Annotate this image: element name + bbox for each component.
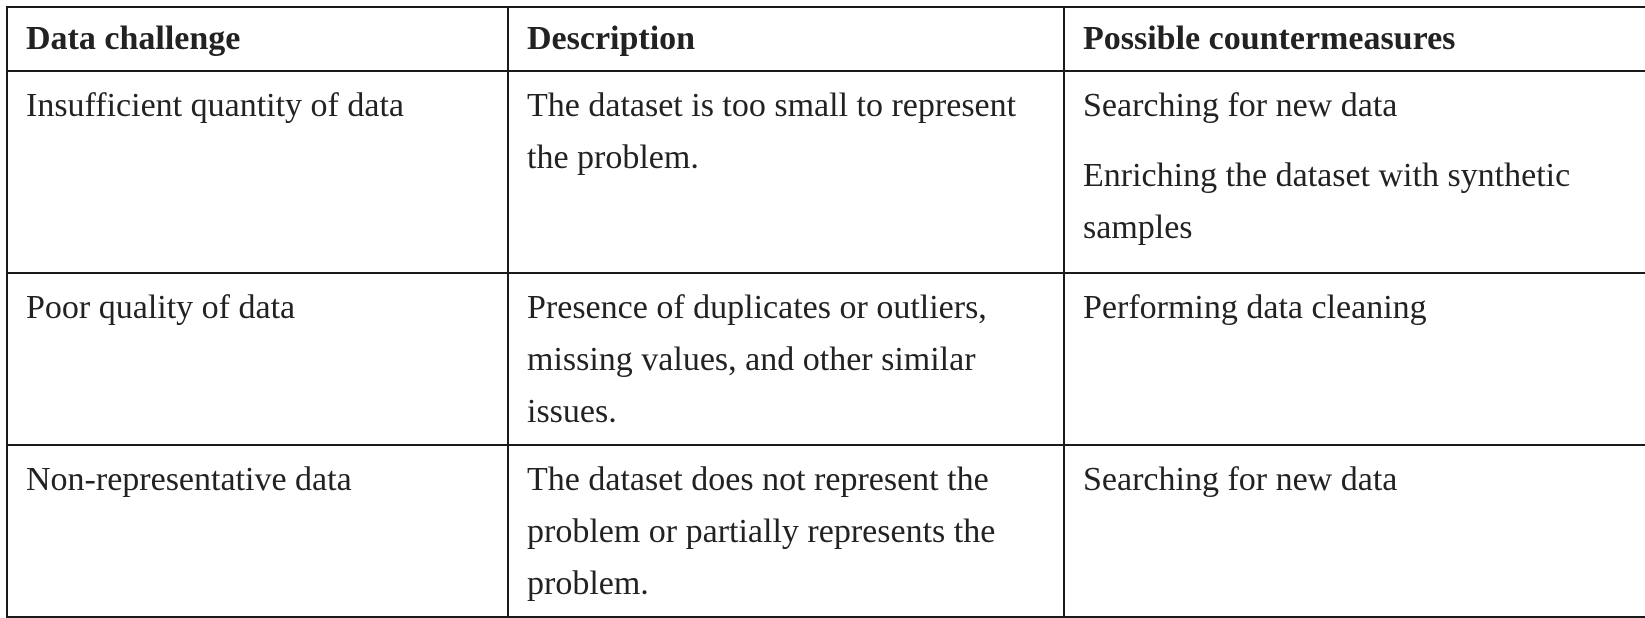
header-data-challenge: Data challenge <box>6 6 509 72</box>
header-possible-countermeasures: Possible countermeasures <box>1063 6 1645 72</box>
cell-description: Presence of duplicates or outliers, miss… <box>507 272 1065 446</box>
countermeasure-item: Searching for new data <box>1083 87 1398 124</box>
cell-challenge: Non-representative data <box>6 444 509 618</box>
cell-challenge: Insufficient quantity of data <box>6 70 509 274</box>
table-header-row: Data challenge Description Possible coun… <box>6 6 1645 72</box>
table-row: Poor quality of data Presence of duplica… <box>6 272 1645 446</box>
cell-countermeasures: Performing data cleaning <box>1063 272 1645 446</box>
header-description: Description <box>507 6 1065 72</box>
table-row: Non-representative data The dataset does… <box>6 444 1645 618</box>
countermeasure-item: Performing data cleaning <box>1083 289 1427 326</box>
data-challenges-table: Data challenge Description Possible coun… <box>6 6 1645 618</box>
countermeasure-item: Searching for new data <box>1083 461 1398 498</box>
countermeasure-item: Enriching the dataset with synthetic sam… <box>1083 157 1571 246</box>
cell-description: The dataset does not represent the probl… <box>507 444 1065 618</box>
table-row: Insufficient quantity of data The datase… <box>6 70 1645 274</box>
cell-description: The dataset is too small to represent th… <box>507 70 1065 274</box>
data-challenges-table-container: Data challenge Description Possible coun… <box>6 6 1645 618</box>
cell-countermeasures: Searching for new data Enriching the dat… <box>1063 70 1645 274</box>
cell-challenge: Poor quality of data <box>6 272 509 446</box>
cell-countermeasures: Searching for new data <box>1063 444 1645 618</box>
